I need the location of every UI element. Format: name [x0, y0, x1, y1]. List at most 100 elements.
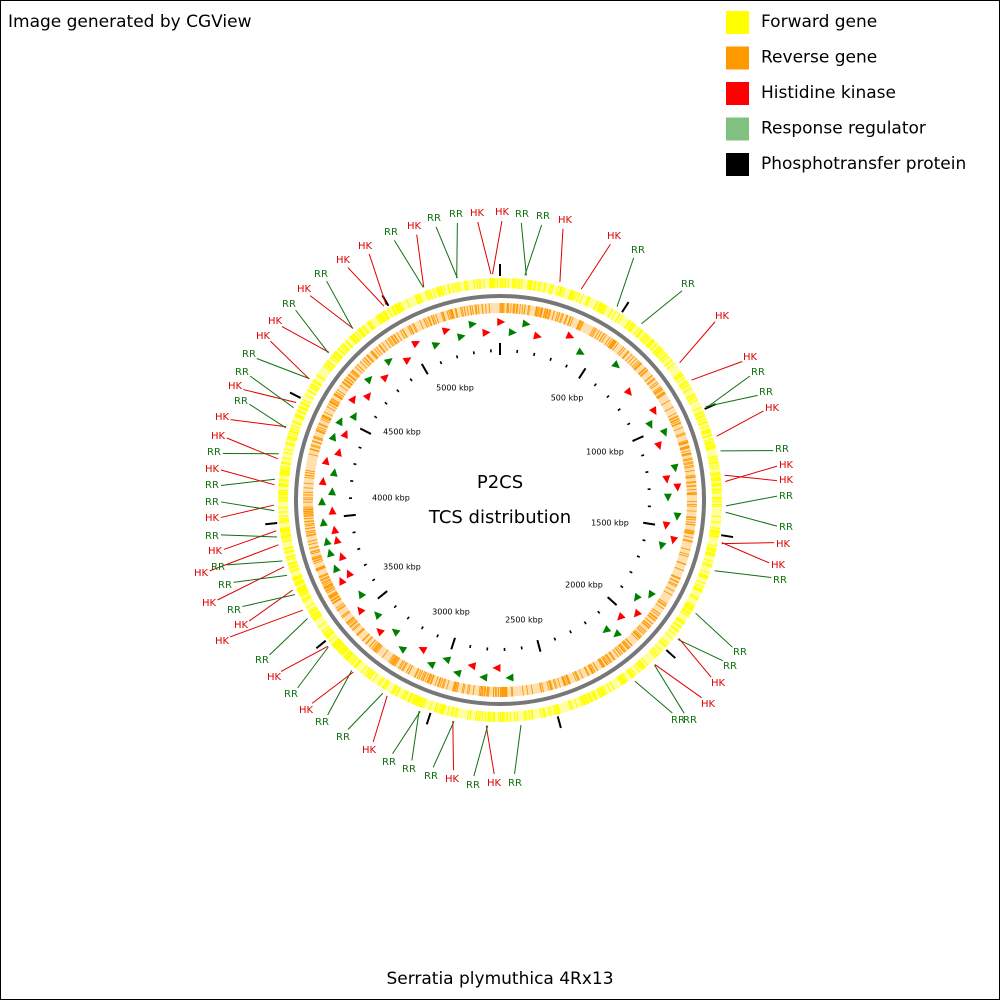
forward-gene [281, 539, 292, 543]
forward-gene [701, 563, 712, 568]
forward-gene [587, 692, 593, 703]
reverse-gene [573, 671, 579, 681]
forward-gene [363, 667, 371, 676]
ruler-tick [617, 408, 621, 412]
reverse-gene [478, 685, 481, 696]
reverse-gene [606, 337, 613, 347]
forward-gene [705, 551, 716, 555]
reverse-gene [597, 658, 604, 668]
reverse-gene [306, 533, 317, 536]
forward-gene [475, 279, 479, 290]
ruler-tick [373, 415, 378, 419]
forward-gene [571, 290, 576, 301]
feature-marker [575, 347, 585, 355]
forward-gene [683, 605, 693, 612]
feature-marker [492, 664, 501, 673]
forward-gene [297, 587, 308, 593]
forward-gene [696, 579, 706, 585]
forward-gene [675, 617, 685, 624]
reverse-gene [351, 622, 360, 631]
ruler-label: 4000 kbp [372, 494, 410, 503]
forward-gene [678, 380, 688, 387]
feature-label: RR [631, 245, 645, 256]
reverse-gene [535, 306, 539, 317]
label-leader [217, 566, 285, 601]
reverse-gene [598, 332, 605, 342]
reverse-gene [621, 641, 629, 650]
forward-gene [279, 469, 291, 472]
forward-gene [305, 602, 315, 609]
ruler-tick [636, 555, 641, 558]
forward-gene [382, 310, 390, 320]
reverse-gene [685, 476, 696, 479]
reverse-gene [337, 605, 346, 612]
forward-gene [693, 586, 703, 592]
reverse-gene [402, 328, 408, 338]
forward-gene [295, 581, 305, 587]
reverse-gene [562, 675, 567, 686]
forward-gene [287, 560, 298, 565]
label-leader [473, 725, 489, 777]
reverse-gene [346, 617, 356, 625]
forward-gene [325, 362, 334, 370]
ruler-tick [642, 539, 646, 542]
label-leader [524, 224, 543, 276]
reverse-gene [579, 321, 585, 331]
forward-gene [283, 451, 294, 455]
reverse-gene [352, 623, 361, 632]
feature-label: HK [407, 221, 422, 232]
reverse-gene [590, 327, 597, 337]
forward-gene [698, 573, 709, 579]
reverse-gene [462, 683, 466, 694]
forward-gene [280, 528, 291, 532]
forward-gene [321, 625, 330, 633]
forward-gene [382, 679, 389, 690]
forward-gene [676, 616, 686, 623]
forward-gene [427, 289, 432, 300]
reverse-gene [463, 306, 467, 317]
reverse-gene [323, 583, 333, 589]
reverse-gene [547, 309, 552, 320]
ruler-label: 2500 kbp [505, 616, 543, 625]
forward-gene [635, 662, 643, 671]
reverse-gene [316, 566, 326, 572]
forward-gene [429, 289, 434, 300]
feature-marker [670, 535, 679, 545]
feature-label: HK [445, 774, 460, 785]
forward-gene [591, 690, 597, 701]
forward-gene [705, 446, 716, 450]
reverse-gene [303, 512, 314, 514]
forward-gene [344, 651, 353, 660]
forward-gene [593, 300, 600, 311]
reverse-gene [617, 346, 625, 355]
reverse-gene [600, 334, 608, 344]
feature-label: HK [495, 207, 510, 218]
reverse-gene [661, 399, 671, 406]
reverse-gene [647, 614, 656, 622]
reverse-gene [664, 406, 674, 412]
forward-gene [553, 704, 557, 715]
forward-gene [672, 621, 682, 629]
label-leader [311, 671, 354, 704]
reverse-gene [636, 627, 645, 635]
forward-gene [542, 282, 546, 293]
forward-gene [607, 308, 614, 318]
forward-gene [392, 685, 399, 695]
forward-gene [286, 437, 297, 442]
reverse-gene [684, 529, 695, 533]
forward-gene [287, 435, 298, 440]
reverse-gene [685, 521, 696, 524]
reverse-gene [679, 551, 690, 556]
reverse-gene [631, 632, 639, 641]
forward-gene [707, 543, 718, 548]
reverse-gene [341, 611, 351, 619]
forward-gene [550, 284, 555, 295]
ruler-tick [420, 363, 429, 375]
forward-gene [598, 303, 604, 313]
forward-gene [334, 350, 344, 359]
legend-label: Reverse gene [761, 48, 877, 68]
forward-gene [628, 323, 636, 333]
reverse-gene [407, 665, 414, 675]
reverse-gene [439, 677, 444, 688]
forward-gene [627, 322, 635, 332]
